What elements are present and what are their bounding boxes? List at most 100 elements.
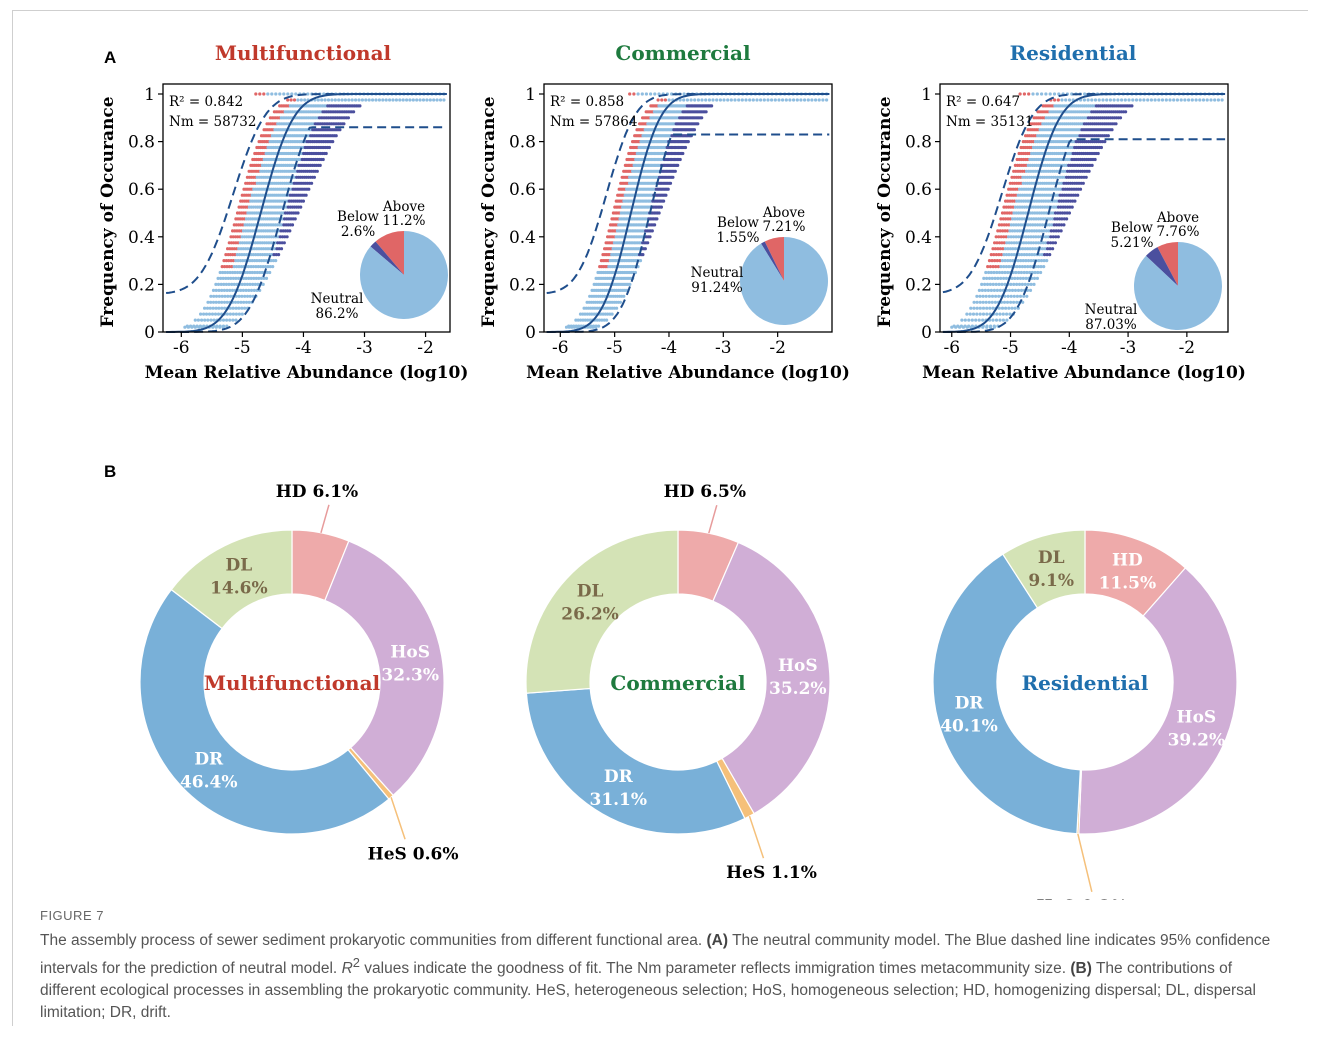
- data-point: [710, 104, 714, 108]
- data-point: [1002, 265, 1006, 269]
- data-point: [234, 312, 238, 316]
- data-point: [993, 241, 997, 245]
- data-point: [977, 318, 981, 322]
- data-point: [214, 300, 218, 304]
- data-point: [1069, 175, 1073, 179]
- data-point: [657, 92, 661, 96]
- data-point: [1068, 157, 1072, 162]
- data-point: [1071, 199, 1075, 203]
- data-point: [1036, 265, 1040, 269]
- data-point: [226, 270, 230, 275]
- data-point: [240, 282, 244, 286]
- slice-label-hos: HoS: [390, 642, 430, 662]
- data-point: [988, 265, 993, 269]
- data-point: [227, 282, 231, 286]
- data-point: [1015, 294, 1020, 298]
- data-point: [577, 324, 581, 328]
- data-point: [1006, 247, 1010, 251]
- data-point: [212, 294, 216, 298]
- data-point: [1015, 265, 1019, 269]
- data-point: [594, 324, 598, 328]
- data-point: [589, 324, 593, 328]
- data-point: [245, 241, 249, 245]
- data-point: [1048, 247, 1052, 251]
- data-point: [232, 247, 236, 251]
- data-point: [1018, 187, 1022, 191]
- data-point: [350, 98, 354, 102]
- data-point: [1030, 229, 1034, 233]
- data-point: [1057, 92, 1061, 96]
- data-point: [1064, 98, 1068, 102]
- data-point: [1105, 98, 1109, 102]
- data-point: [276, 241, 280, 245]
- data-point: [1036, 241, 1040, 245]
- data-point: [1002, 223, 1006, 227]
- data-point: [1043, 253, 1047, 257]
- data-point: [283, 217, 287, 221]
- data-point: [992, 270, 996, 275]
- data-point: [230, 247, 234, 251]
- data-point: [1082, 98, 1086, 102]
- data-point: [1051, 217, 1055, 221]
- data-point: [648, 235, 652, 239]
- data-point: [1034, 241, 1038, 245]
- data-point: [1047, 193, 1051, 197]
- data-point: [198, 324, 202, 328]
- data-point: [189, 324, 193, 328]
- data-point: [1110, 128, 1114, 132]
- data-point: [1044, 187, 1048, 191]
- data-point: [260, 241, 264, 245]
- data-point: [1039, 217, 1043, 221]
- data-point: [1008, 229, 1012, 233]
- data-point: [1201, 98, 1206, 102]
- donut-slice-dr: [525, 687, 746, 835]
- data-point: [214, 306, 218, 310]
- data-point: [1065, 193, 1069, 197]
- data-point: [236, 235, 240, 239]
- data-point: [1039, 265, 1043, 269]
- data-point: [1073, 163, 1077, 167]
- data-point: [286, 92, 290, 96]
- data-point: [1013, 276, 1017, 280]
- data-point: [237, 229, 241, 233]
- data-point: [259, 276, 263, 280]
- data-point: [216, 312, 221, 316]
- data-point: [644, 92, 649, 96]
- data-point: [1008, 259, 1012, 263]
- data-point: [991, 265, 995, 269]
- data-point: [1021, 157, 1026, 162]
- data-point: [1012, 300, 1016, 304]
- data-point: [990, 259, 994, 263]
- donut-commercial: Commercial HD 6.5% HoS 35.2% HeS 1.1% DR 31.1%…: [525, 482, 831, 883]
- data-point: [1014, 193, 1018, 197]
- data-point: [265, 270, 269, 275]
- data-point: [1059, 229, 1063, 233]
- data-point: [1059, 199, 1064, 203]
- data-point: [262, 241, 267, 245]
- data-point: [256, 253, 260, 257]
- data-point: [394, 98, 398, 102]
- data-point: [998, 312, 1002, 316]
- data-point: [290, 223, 295, 227]
- data-point: [1064, 163, 1069, 167]
- data-point: [364, 98, 368, 102]
- data-point: [987, 300, 991, 304]
- data-point: [240, 253, 244, 257]
- x-tick-label: ‑5: [234, 338, 251, 358]
- data-point: [257, 276, 261, 280]
- data-point: [989, 288, 994, 292]
- data-point: [292, 98, 297, 102]
- data-point: [795, 98, 799, 102]
- slice-label-dr: DR: [955, 694, 985, 714]
- data-point: [996, 247, 1000, 251]
- slice-label-hd: HD 6.1%: [276, 482, 358, 502]
- data-point: [994, 282, 998, 286]
- slice-pct-hd: 11.5%: [1099, 574, 1157, 594]
- data-point: [254, 265, 258, 269]
- data-point: [288, 229, 292, 233]
- data-point: [260, 270, 264, 275]
- pie-slice-above: [764, 237, 784, 281]
- data-point: [1024, 187, 1028, 191]
- data-point: [1082, 175, 1086, 179]
